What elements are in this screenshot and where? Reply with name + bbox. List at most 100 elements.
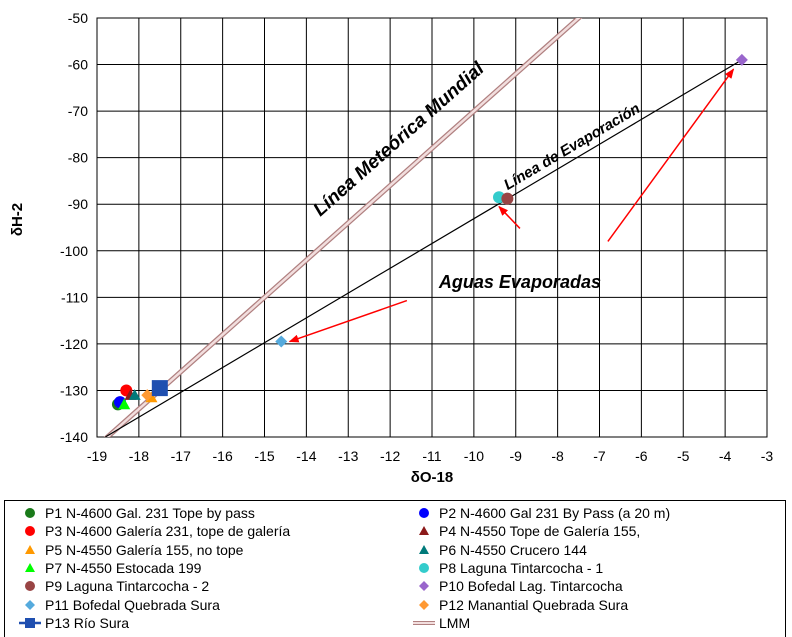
legend-marker <box>419 544 429 554</box>
x-tick-label: -6 <box>635 448 648 464</box>
y-tick-label: -50 <box>68 10 88 26</box>
y-tick-label: -120 <box>60 336 88 352</box>
x-tick-label: -4 <box>719 448 732 464</box>
y-axis-title: δH-2 <box>9 203 26 236</box>
x-tick-label: -10 <box>464 448 484 464</box>
legend-item: P5 N-4550 Galería 155, no tope <box>19 541 243 559</box>
data-point <box>151 380 168 397</box>
legend-label: LMM <box>439 614 471 631</box>
tick-labels: -19 -18 -17 -16 -15 -14 -13 -12 -11 -10 -9 -8 -7 -6 -5… <box>60 10 773 464</box>
legend-label: P8 Laguna Tintarcocha - 1 <box>439 559 604 576</box>
x-axis-title: δO-18 <box>411 469 453 486</box>
legend-label: P11 Bofedal Quebrada Sura <box>45 596 220 613</box>
x-tick-label: -14 <box>296 448 316 464</box>
annotation-arrow <box>498 205 521 229</box>
x-tick-label: -9 <box>510 448 523 464</box>
annotation-arrow <box>288 299 408 343</box>
x-tick-label: -3 <box>761 448 774 464</box>
y-tick-label: -130 <box>60 382 88 398</box>
legend-swatch <box>419 562 429 573</box>
legend-swatch <box>419 544 429 554</box>
legend-swatch <box>25 526 35 537</box>
legend-marker <box>419 581 429 592</box>
evaporated-waters-annotation: Aguas Evaporadas <box>438 272 601 292</box>
legend-item: LMM <box>413 614 470 632</box>
data-point <box>141 389 154 402</box>
legend-marker <box>419 599 429 610</box>
y-tick-label: -80 <box>68 150 88 166</box>
legend-marker <box>419 508 429 518</box>
x-tick-label: -15 <box>254 448 274 464</box>
legend: P1 N-4600 Gal. 231 Tope by pass P2 N-4600… <box>4 500 786 637</box>
legend-swatch <box>25 599 35 610</box>
legend-item: P10 Bofedal Lag. Tintarcocha <box>413 577 623 595</box>
legend-label: P7 N-4550 Estocada 199 <box>45 559 202 576</box>
x-tick-label: -19 <box>87 448 107 464</box>
legend-swatch <box>419 581 429 592</box>
y-tick-label: -140 <box>60 429 88 445</box>
legend-marker <box>25 562 35 572</box>
legend-swatch <box>419 508 429 518</box>
legend-marker <box>25 599 35 610</box>
legend-marker <box>419 526 429 536</box>
legend-swatch <box>25 544 35 554</box>
x-tick-label: -18 <box>129 448 149 464</box>
x-tick-label: -17 <box>171 448 191 464</box>
legend-label: P10 Bofedal Lag. Tintarcocha <box>439 578 623 595</box>
legend-item: P7 N-4550 Estocada 199 <box>19 559 201 577</box>
legend-item: P11 Bofedal Quebrada Sura <box>19 596 220 614</box>
annotation-arrow <box>607 68 735 242</box>
legend-label: P1 N-4600 Gal. 231 Tope by pass <box>45 505 255 521</box>
y-tick-label: -70 <box>68 103 88 119</box>
x-tick-label: -5 <box>677 448 690 464</box>
arrows <box>288 68 735 343</box>
legend-label: P6 N-4550 Crucero 144 <box>439 541 587 558</box>
legend-swatch <box>419 599 429 610</box>
legend-label: P9 Laguna Tintarcocha - 2 <box>45 578 210 595</box>
legend-swatch <box>25 562 35 572</box>
legend-item: P8 Laguna Tintarcocha - 1 <box>413 559 603 577</box>
y-tick-label: -110 <box>61 289 88 305</box>
legend-marker <box>25 526 35 537</box>
series-lines <box>103 18 743 437</box>
lmm-line <box>105 18 581 437</box>
x-tick-label: -13 <box>338 448 358 464</box>
legend-marker <box>25 508 35 518</box>
data-point <box>735 53 748 66</box>
legend-item: P1 N-4600 Gal. 231 Tope by pass <box>19 504 255 522</box>
legend-marker <box>419 562 429 573</box>
legend-swatch <box>19 617 41 628</box>
legend-marker <box>25 544 35 554</box>
y-tick-label: -100 <box>60 243 88 259</box>
legend-swatch <box>413 620 435 625</box>
legend-label: P2 N-4600 Gal 231 By Pass (a 20 m) <box>439 505 671 521</box>
chart: -19 -18 -17 -16 -15 -14 -13 -12 -11 -10 -9 -8 -7 -6 -5… <box>9 10 773 486</box>
legend-label: P4 N-4550 Tope de Galería 155, <box>439 523 641 540</box>
legend-marker <box>25 581 35 592</box>
legend-item: P6 N-4550 Crucero 144 <box>413 541 587 559</box>
legend-item: P3 N-4600 Galería 231, tope de galería <box>19 522 290 540</box>
y-tick-label: -60 <box>68 57 88 73</box>
legend-label: P3 N-4600 Galería 231, tope de galería <box>45 523 291 540</box>
legend-swatch <box>419 526 429 536</box>
data-point <box>501 192 514 205</box>
legend-label: P12 Manantial Quebrada Sura <box>439 596 629 613</box>
legend-swatch <box>25 581 35 592</box>
legend-swatch <box>25 508 35 518</box>
legend-label: P5 N-4550 Galería 155, no tope <box>45 541 244 558</box>
data-points <box>111 53 748 411</box>
legend-item: P4 N-4550 Tope de Galería 155, <box>413 522 640 540</box>
x-tick-label: -11 <box>422 448 441 464</box>
grid <box>96 17 768 438</box>
data-point <box>118 398 131 410</box>
legend-item: P2 N-4600 Gal 231 By Pass (a 20 m) <box>413 504 670 522</box>
legend-label: P13 Río Sura <box>45 614 130 631</box>
x-tick-label: -12 <box>380 448 400 464</box>
evaporation-line <box>105 59 743 437</box>
x-tick-label: -8 <box>551 448 564 464</box>
y-tick-label: -90 <box>68 196 88 212</box>
legend-item: P9 Laguna Tintarcocha - 2 <box>19 577 209 595</box>
legend-item: P13 Río Sura <box>19 614 129 632</box>
x-tick-label: -7 <box>593 448 606 464</box>
legend-marker <box>25 617 35 628</box>
